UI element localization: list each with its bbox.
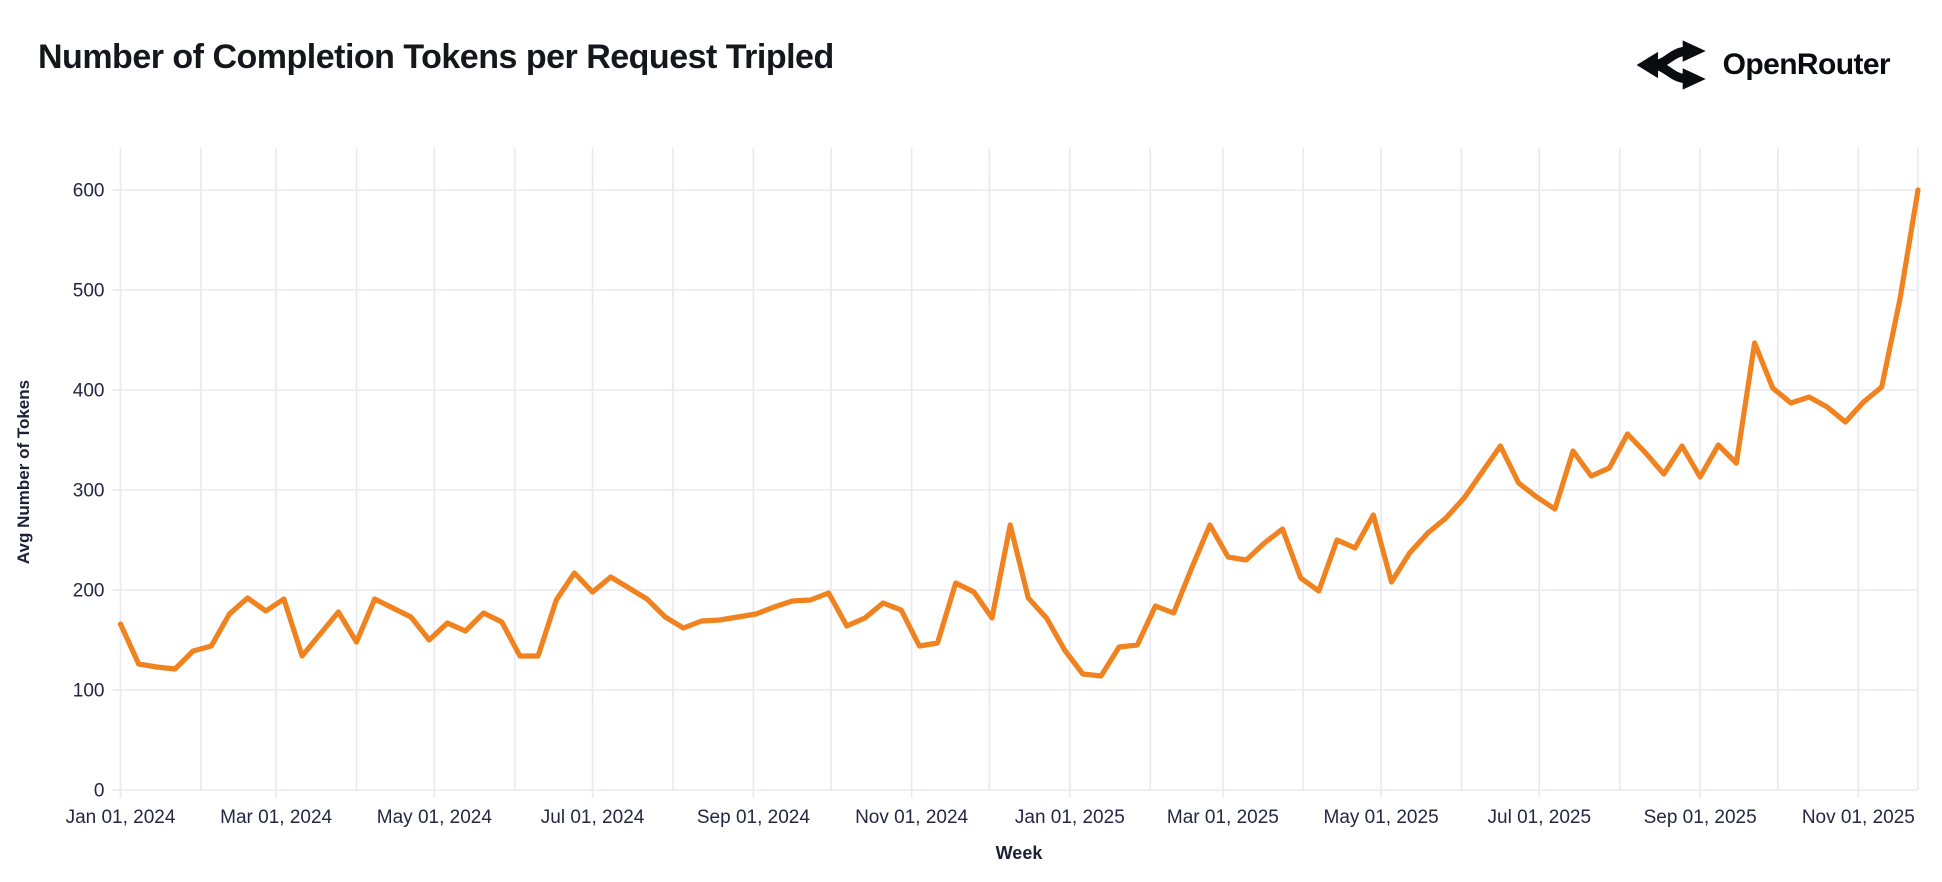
x-axis-title: Week: [995, 843, 1043, 863]
x-tick-label: Jul 01, 2025: [1488, 807, 1592, 828]
y-tick-label: 200: [73, 581, 105, 602]
brand-name: OpenRouter: [1722, 48, 1891, 81]
x-tick-label: Sep 01, 2025: [1644, 807, 1757, 828]
x-tick-label: May 01, 2025: [1324, 807, 1439, 828]
y-tick-label: 400: [73, 381, 105, 402]
x-tick-label: Nov 01, 2024: [855, 807, 968, 828]
x-tick-label: May 01, 2024: [377, 807, 493, 828]
chart-title: Number of Completion Tokens per Request …: [38, 38, 834, 76]
y-tick-label: 100: [73, 681, 105, 702]
openrouter-logo-icon: [1635, 35, 1709, 95]
series-line-avg-tokens: [117, 187, 1921, 679]
x-tick-label: Mar 01, 2025: [1167, 807, 1279, 828]
x-tick-label: Jul 01, 2024: [541, 807, 645, 828]
x-tick-label: Mar 01, 2024: [220, 807, 332, 828]
y-axis-title: Avg Number of Tokens: [14, 379, 33, 565]
x-tick-label: Jan 01, 2025: [1015, 807, 1125, 828]
y-tick-label: 300: [73, 481, 105, 502]
x-tick-label: Jan 01, 2024: [66, 807, 176, 828]
x-tick-label: Nov 01, 2025: [1802, 807, 1915, 828]
page-header: Number of Completion Tokens per Request …: [0, 0, 1942, 110]
y-tick-label: 500: [73, 281, 105, 302]
y-tick-label: 0: [94, 781, 105, 802]
x-tick-label: Sep 01, 2024: [697, 807, 810, 828]
y-tick-label: 600: [73, 181, 105, 202]
brand-lockup: OpenRouter: [1635, 34, 1891, 96]
